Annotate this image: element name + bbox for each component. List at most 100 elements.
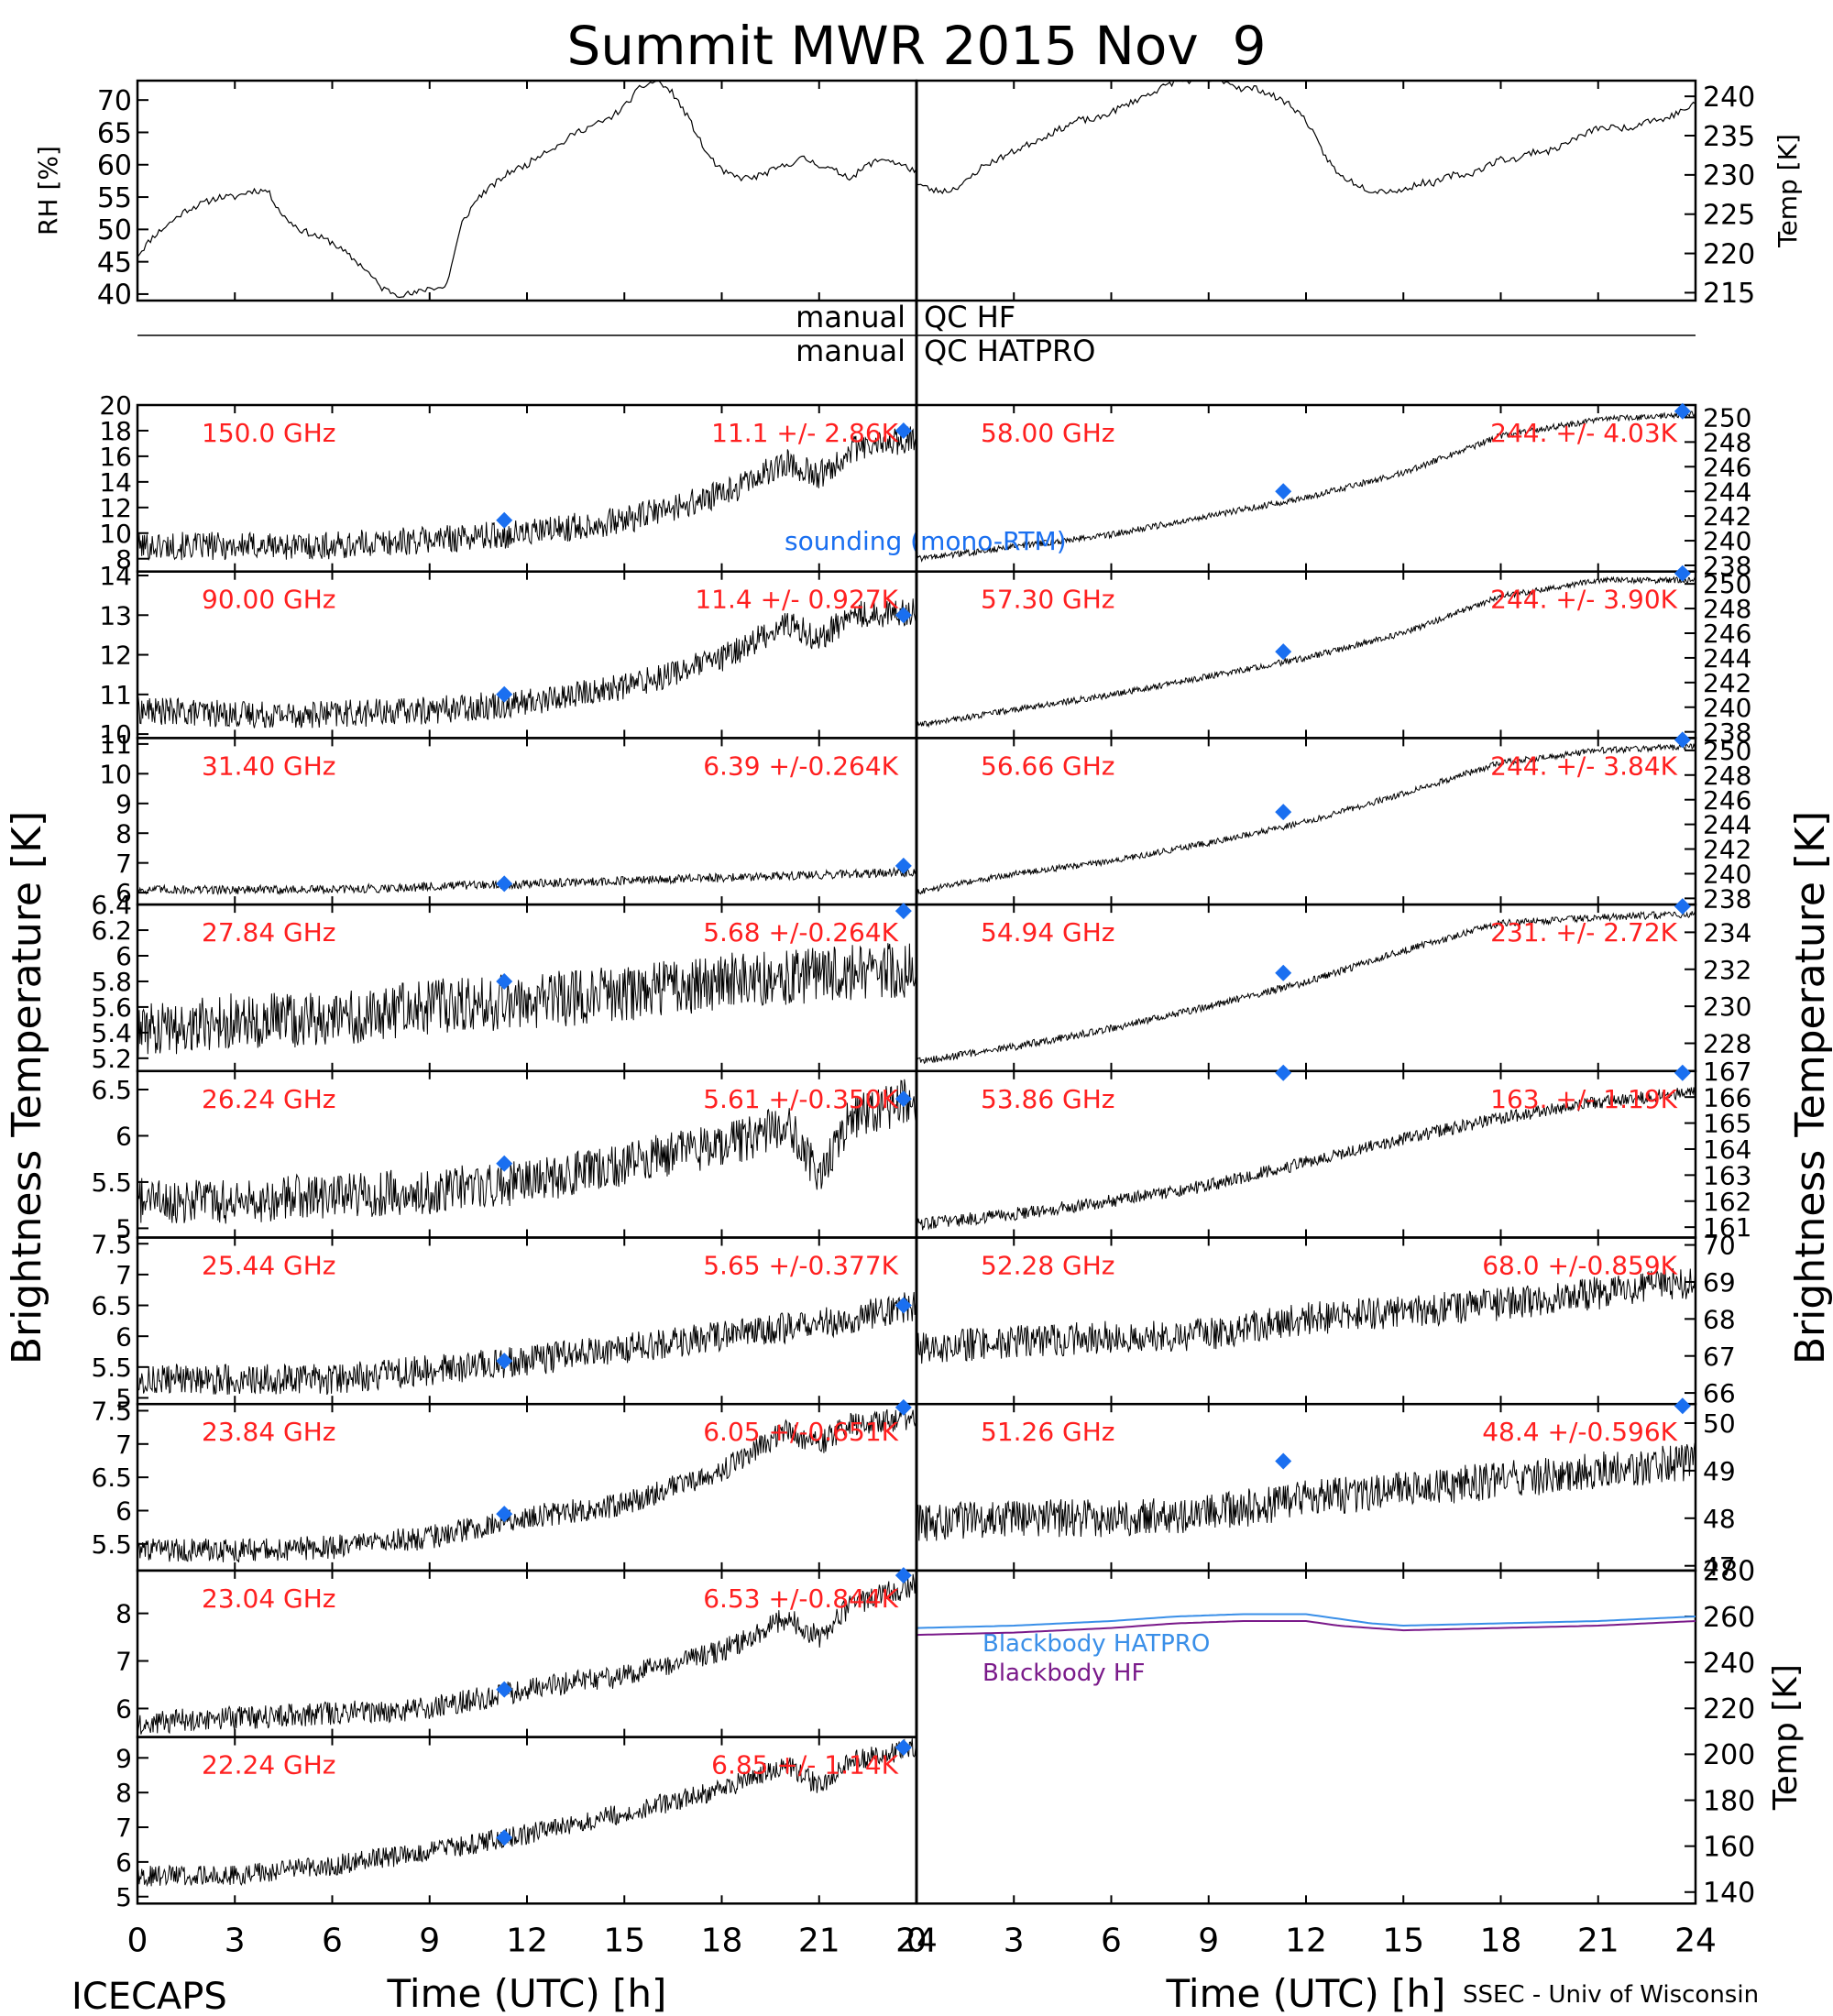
ch22-ytick-label: 9 (115, 1743, 132, 1773)
rh-ytick-label: 70 (97, 85, 132, 117)
ch90-freq-label: 90.00 GHz (202, 585, 336, 615)
ch22-panel: 5 6 7 8 9 22.24 GHz 6.85 +/- 1.14K (115, 1736, 918, 1912)
ch53-ytick-label: 167 (1703, 1057, 1751, 1087)
ch51-series-line (916, 1442, 1696, 1541)
ch57-ytick-label: 244 (1703, 643, 1751, 674)
ch23_04-sounding-point (895, 1567, 912, 1584)
ch51-ytick-label: 49 (1703, 1456, 1736, 1486)
ch31-series-line (137, 866, 917, 896)
ch22-ytick-label: 8 (115, 1778, 132, 1808)
ch26-series-line (137, 1079, 917, 1224)
ch56-sounding-point (1674, 731, 1691, 749)
ch56-ytick-label: 238 (1703, 883, 1751, 914)
blackbody-ylabel: Temp [K] (1767, 1664, 1805, 1811)
ch90-ytick-label: 14 (99, 561, 132, 591)
ch58-ytick-label: 250 (1703, 403, 1751, 433)
ch25-ytick-label: 6.5 (91, 1291, 132, 1321)
left-xtick-label: 18 (701, 1922, 743, 1959)
ch25-ytick-label: 7 (115, 1260, 132, 1290)
ch58-ytick-label: 248 (1703, 427, 1751, 457)
ch57-series-line (916, 575, 1696, 729)
ch90-panel: 10 11 12 13 14 90.00 GHz 11.4 +/- 0.927K (99, 561, 918, 750)
rh-ytick-label: 55 (97, 182, 132, 214)
rh-series-line (137, 80, 917, 299)
ch58-ytick-label: 238 (1703, 551, 1751, 581)
ch27-ytick-label: 5.2 (91, 1044, 132, 1074)
ch23_84-sounding-point (496, 1506, 513, 1523)
ch53-ytick-label: 166 (1703, 1082, 1751, 1112)
ch31-ytick-label: 9 (115, 789, 132, 819)
ch25-panel: 55.566.577.5 25.44 GHz 5.65 +/-0.377K (91, 1229, 918, 1414)
ch90-ytick-label: 11 (99, 680, 132, 710)
ch22-ytick-label: 7 (115, 1813, 132, 1843)
ch57-freq-label: 57.30 GHz (981, 585, 1115, 615)
rh-ytick-label: 50 (97, 214, 132, 247)
temp-ytick-label: 220 (1703, 238, 1755, 270)
ch53-ytick-label: 165 (1703, 1109, 1751, 1139)
ch53-ytick-label: 164 (1703, 1134, 1751, 1165)
right-xtick-label: 0 (906, 1922, 927, 1959)
ch23_84-ytick-label: 5.5 (91, 1529, 132, 1560)
blackbody-ytick-label: 180 (1703, 1785, 1755, 1817)
ch23_04-stats-label: 6.53 +/-0.844K (703, 1583, 898, 1614)
rh-ytick-label: 45 (97, 247, 132, 279)
ch31-freq-label: 31.40 GHz (202, 751, 336, 781)
ch54-panel: 228 230 232 234 54.94 GHz 231. +/- 2.72K (915, 898, 1751, 1073)
ch53-stats-label: 163. +/- 1.19K (1490, 1084, 1677, 1114)
ch23_84-ytick-label: 7 (115, 1430, 132, 1460)
ch23_04-ytick-label: 6 (115, 1694, 132, 1725)
ch31-ytick-label: 11 (99, 729, 132, 760)
blackbody-legend-label: Blackbody HATPRO (982, 1630, 1210, 1658)
ch53-sounding-point (1275, 1064, 1292, 1081)
ch52-panel: 66 67 68 69 70 52.28 GHz 68.0 +/-0.859K (915, 1231, 1736, 1408)
ch90-ytick-label: 13 (99, 600, 132, 630)
ch56-ytick-label: 244 (1703, 810, 1751, 840)
ch57-ytick-label: 248 (1703, 594, 1751, 624)
ch54-ytick-label: 234 (1703, 917, 1751, 948)
ch150-ytick-label: 18 (99, 416, 132, 446)
ch51-freq-label: 51.26 GHz (981, 1417, 1115, 1447)
ch27-stats-label: 5.68 +/-0.264K (703, 917, 898, 948)
ch26-ytick-label: 6 (115, 1122, 132, 1152)
ch56-ytick-label: 242 (1703, 835, 1751, 865)
right-xtick-label: 12 (1285, 1922, 1327, 1959)
ch52-ytick-label: 70 (1703, 1231, 1736, 1261)
footer-right: SSEC - Univ of Wisconsin (1463, 1981, 1759, 2009)
ch54-freq-label: 54.94 GHz (981, 917, 1115, 948)
ch27-panel: 5.25.45.65.866.26.4 27.84 GHz 5.68 +/-0.26… (91, 890, 918, 1074)
ch58-sounding-point (1674, 402, 1691, 420)
ch51-sounding-point (1275, 1452, 1292, 1470)
ch53-ytick-label: 163 (1703, 1160, 1751, 1190)
left-xlabel: Time (UTC) [h] (387, 1971, 667, 2016)
ch23_84-stats-label: 6.05 +/-0.651K (703, 1417, 898, 1447)
right-xtick-label: 3 (1004, 1922, 1025, 1959)
temp-ytick-label: 235 (1703, 121, 1755, 153)
ch31-stats-label: 6.39 +/-0.264K (703, 751, 898, 781)
ch51-stats-label: 48.4 +/-0.596K (1482, 1417, 1677, 1447)
blackbody-series-line (916, 1620, 1696, 1637)
ch56-stats-label: 244. +/- 3.84K (1490, 751, 1677, 781)
blackbody-ytick-label: 240 (1703, 1648, 1755, 1680)
left-xtick-label: 15 (603, 1922, 645, 1959)
rh-frame (136, 79, 918, 302)
ch57-ytick-label: 242 (1703, 668, 1751, 698)
ch52-ytick-label: 69 (1703, 1267, 1736, 1298)
ch150-stats-label: 11.1 +/- 2.86K (711, 418, 898, 448)
ch53-sounding-point (1674, 1064, 1691, 1081)
ch25-sounding-point (496, 1353, 513, 1370)
ch23_04-panel: 6 7 8 23.04 GHz 6.53 +/-0.844K (115, 1567, 918, 1738)
ch56-sounding-point (1275, 804, 1292, 821)
blackbody-ytick-label: 140 (1703, 1878, 1755, 1910)
ch54-sounding-point (1674, 898, 1691, 915)
ch150-ytick-label: 16 (99, 442, 132, 472)
ch51-panel: 47 48 49 50 51.26 GHz 48.4 +/-0.596K (915, 1397, 1736, 1582)
ch27-ytick-label: 6.2 (91, 915, 132, 946)
ch31-ytick-label: 7 (115, 849, 132, 879)
rh-ytick-label: 65 (97, 117, 132, 149)
ch27-series-line (137, 943, 917, 1057)
sounding-label: sounding (mono-RTM) (785, 526, 1067, 556)
